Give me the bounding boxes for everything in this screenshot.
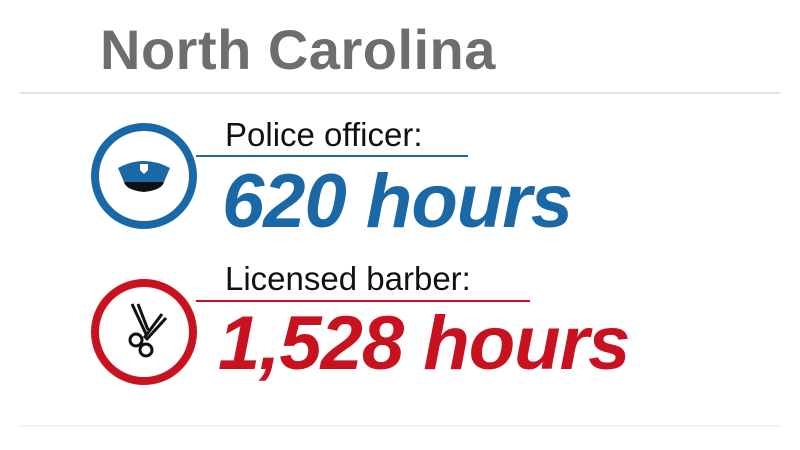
police-cap-icon [91,123,197,229]
page-title: North Carolina [100,18,496,81]
scissors-icon [91,279,197,385]
bottom-divider [20,425,780,427]
police-rule [196,155,468,157]
police-label: Police officer: [225,116,423,153]
police-hours: 620 hours [222,159,573,244]
barber-hours: 1,528 hours [218,301,630,386]
barber-rule [196,300,530,302]
barber-label: Licensed barber: [225,260,471,297]
divider [20,92,780,94]
